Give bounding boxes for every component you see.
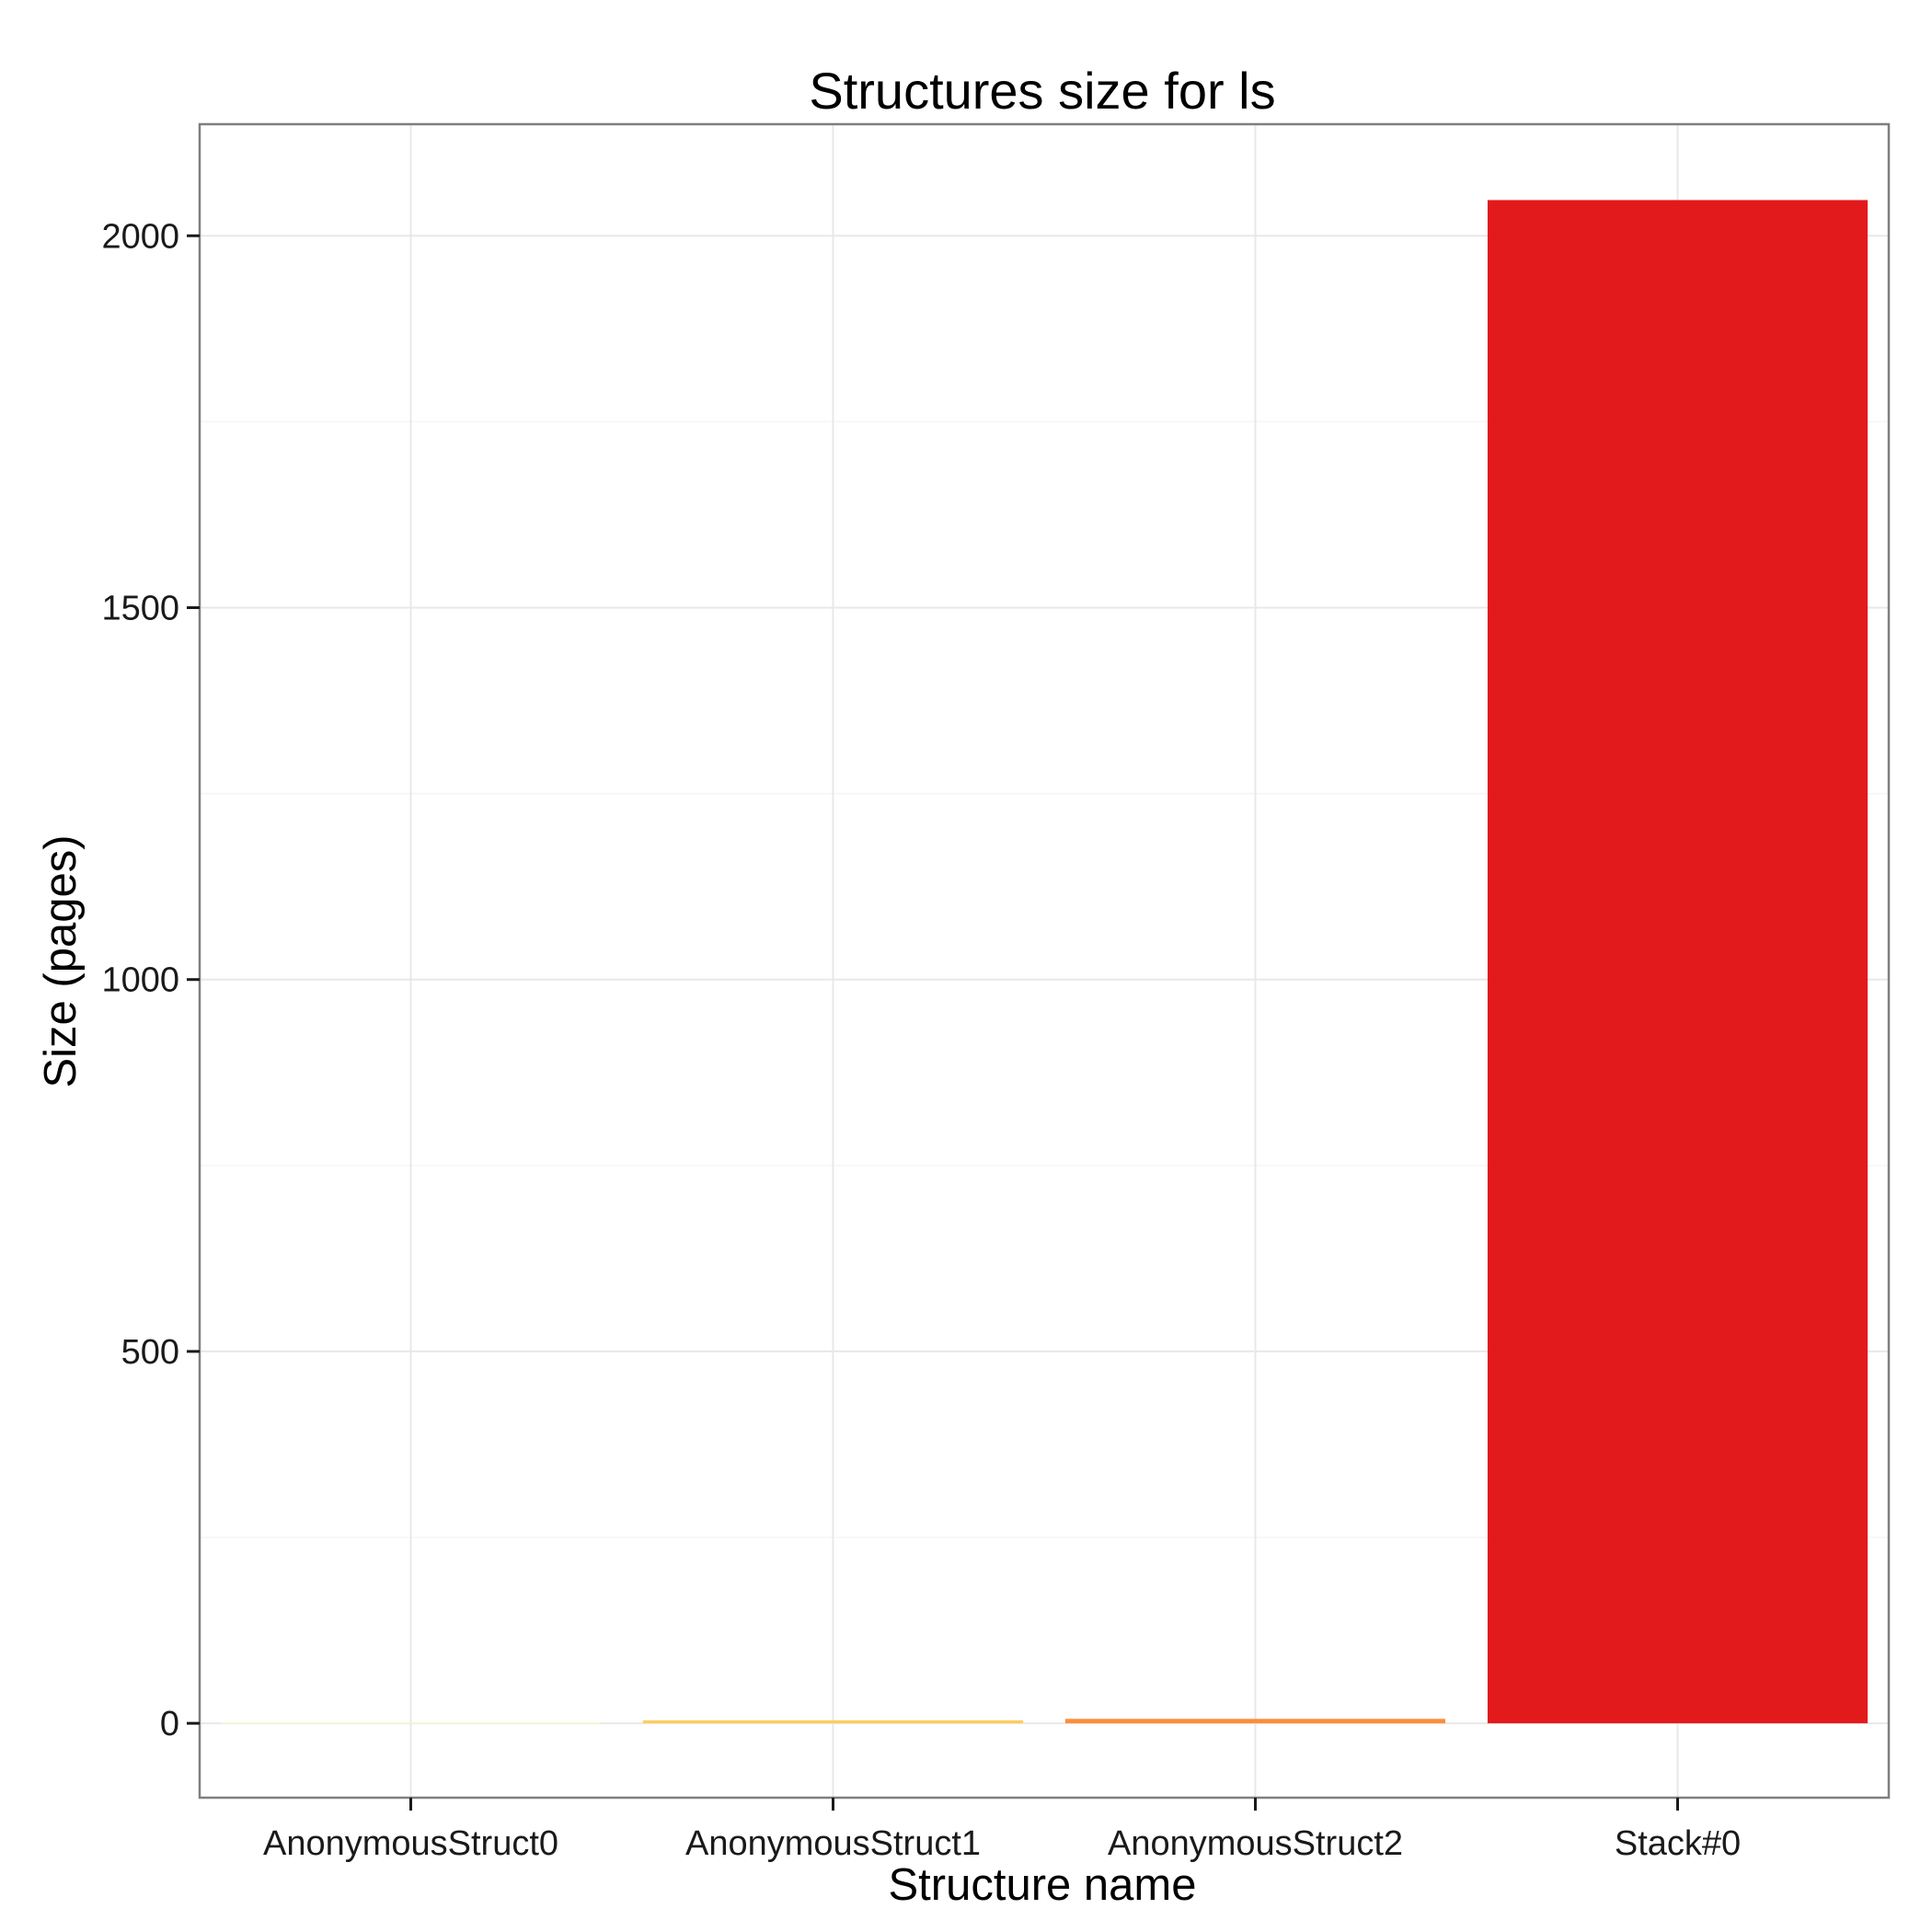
y-tick-label: 500 <box>121 1333 179 1372</box>
y-tick-label: 2000 <box>101 217 179 256</box>
y-tick-label: 1000 <box>101 961 179 1000</box>
y-axis-title: Size (pages) <box>36 834 86 1087</box>
y-axis: 0 500 1000 1500 2000 <box>101 217 200 1743</box>
plot-border <box>198 122 1891 1800</box>
x-axis-title: Structure name <box>889 1860 1197 1910</box>
bar <box>220 1722 602 1724</box>
bar <box>1064 1719 1446 1724</box>
bar <box>642 1719 1024 1724</box>
x-axis: AnonymousStruct0 AnonymousStruct1 Anonymou… <box>263 1798 1741 1863</box>
x-tick-label: AnonymousStruct1 <box>685 1824 981 1863</box>
bar <box>1487 200 1869 1724</box>
x-tick-label: AnonymousStruct0 <box>263 1824 558 1863</box>
x-tick-label: Stack#0 <box>1615 1824 1741 1863</box>
y-tick-label: 1500 <box>101 589 179 627</box>
chart-title: Structures size for ls <box>809 62 1275 120</box>
gridlines <box>200 124 1889 1798</box>
bars <box>220 200 1869 1724</box>
y-tick-label: 0 <box>160 1705 179 1743</box>
x-tick-label: AnonymousStruct2 <box>1108 1824 1403 1863</box>
